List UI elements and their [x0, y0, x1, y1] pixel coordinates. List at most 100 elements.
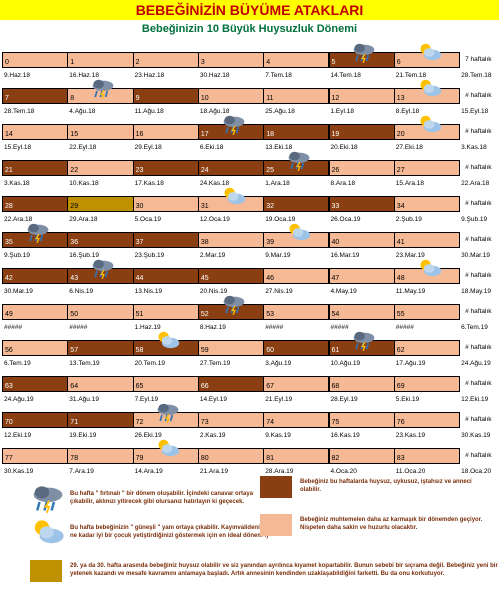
date-label: 7.Eyl.19 — [134, 396, 159, 403]
week-cell: 68 — [328, 376, 395, 392]
week-cell: 14 — [2, 124, 69, 140]
week-cell: 74 — [263, 412, 330, 428]
date-label: 30.Mar.19 — [4, 288, 33, 295]
date-label: 18.May.19 — [461, 288, 491, 295]
date-label: 1.Eyl.18 — [330, 108, 355, 115]
week-cell: 0 — [2, 52, 69, 68]
side-label: # haftalık — [465, 272, 492, 279]
week-cell: 71 — [67, 412, 134, 428]
date-label: 18.Ağu.18 — [199, 108, 230, 115]
week-cell: 57 — [67, 340, 134, 356]
date-label: 27.Nis.19 — [265, 288, 293, 295]
date-label: 12.Eki.19 — [4, 432, 32, 439]
date-label: 16.Şub.19 — [69, 252, 99, 259]
week-cell: 49 — [2, 304, 69, 320]
date-label: 15.Eyl.18 — [4, 144, 32, 151]
week-cell: 29 — [67, 196, 134, 212]
date-label: 20.Tem.19 — [134, 360, 165, 367]
side-label: 7 haftalık — [465, 56, 492, 63]
side-label: # haftalık — [465, 236, 492, 243]
week-cell: 64 — [67, 376, 134, 392]
date-label: 6.Eki.18 — [199, 144, 224, 151]
week-cell: 27 — [393, 160, 461, 176]
sun-icon — [420, 79, 441, 97]
storm-icon — [33, 486, 63, 513]
date-label: 20.Nis.19 — [199, 288, 228, 295]
week-cell: 76 — [393, 412, 461, 428]
date-label: 28.Eyl.19 — [330, 396, 358, 403]
week-cell: 82 — [328, 448, 395, 464]
date-label: 6.Tem.19 — [461, 324, 488, 331]
date-label: 5.Oca.19 — [134, 216, 161, 223]
week-cell: 2 — [132, 52, 199, 68]
date-label: 24.Ağu.19 — [461, 360, 491, 367]
legend-text: Bebeğiniz bu haftalarda huysuz, uykusuz,… — [300, 479, 472, 493]
date-label: 13.Tem.19 — [69, 360, 100, 367]
side-label: # haftalık — [465, 344, 492, 351]
date-label: 24.Ağu.19 — [4, 396, 34, 403]
date-label: 3.Kas.18 — [4, 180, 30, 187]
date-label: 5.Eki.19 — [395, 396, 420, 403]
week-cell: 30 — [132, 196, 199, 212]
legend-text: Bu hafta " fırtınalı " bir dönem oluşabi… — [70, 491, 254, 505]
side-label: # haftalık — [465, 200, 492, 207]
week-cell: 7 — [2, 88, 69, 104]
date-label: 8.Eyl.18 — [395, 108, 420, 115]
week-cell: 12 — [328, 88, 395, 104]
date-label: 7.Tem.18 — [265, 72, 292, 79]
date-label: 29.Eyl.18 — [134, 144, 162, 151]
storm-icon — [223, 115, 245, 135]
date-label: 9.Şub.19 — [4, 252, 31, 259]
date-label: 27.Tem.19 — [199, 360, 231, 367]
date-label: 23.Şub.19 — [134, 252, 165, 259]
date-label: 28.Ara.19 — [265, 468, 294, 475]
date-label: 11.May.19 — [395, 288, 426, 295]
week-cell: 45 — [197, 268, 265, 284]
date-label: 15.Ara.18 — [395, 180, 424, 187]
legend-text: Bu hafta bebeğinizin " güneşli " yanı or… — [70, 525, 269, 539]
date-label: 14.Eyl.19 — [199, 396, 227, 403]
storm-icon — [92, 259, 114, 279]
date-label: 3.Kas.18 — [461, 144, 487, 151]
week-cell: 36 — [67, 232, 134, 248]
week-cell: 9 — [132, 88, 199, 104]
date-label: ##### — [265, 324, 284, 331]
date-label: 22.Eyl.18 — [69, 144, 97, 151]
date-label: 1.Ara.18 — [265, 180, 290, 187]
week-cell: 75 — [328, 412, 395, 428]
date-label: 17.Ağu.19 — [395, 360, 426, 367]
side-label: # haftalık — [465, 452, 492, 459]
week-cell: 67 — [263, 376, 330, 392]
week-cell: 26 — [328, 160, 395, 176]
date-label: 26.Eki.19 — [134, 432, 162, 439]
date-label: 16.Haz.18 — [69, 72, 99, 79]
side-label: # haftalık — [465, 128, 492, 135]
date-label: 2.Mar.19 — [199, 252, 226, 259]
legend-text: 29. ya da 30. hafta arasında bebeğiniz h… — [70, 563, 498, 577]
week-cell: 46 — [263, 268, 330, 284]
date-label: 8.Ara.18 — [330, 180, 356, 187]
week-cell: 69 — [393, 376, 461, 392]
date-label: 27.Eki.18 — [395, 144, 423, 151]
side-label: # haftalık — [465, 164, 492, 171]
date-label: 4.Oca.20 — [330, 468, 357, 475]
date-label: 4.Ağu.18 — [69, 108, 96, 115]
legend-swatch — [260, 476, 292, 498]
date-label: 21.Tem.18 — [395, 72, 427, 79]
date-label: 10.Ağu.19 — [330, 360, 361, 367]
storm-icon — [158, 403, 179, 423]
week-cell: 56 — [2, 340, 69, 356]
week-cell: 81 — [263, 448, 330, 464]
date-label: 6.Nis.19 — [69, 288, 94, 295]
week-cell: 62 — [393, 340, 461, 356]
date-label: 2.Kas.19 — [199, 432, 226, 439]
week-cell: 55 — [393, 304, 461, 320]
sun-icon — [34, 520, 64, 544]
date-label: 9.Mar.19 — [265, 252, 291, 259]
sun-icon — [158, 439, 180, 457]
date-label: 6.Tem.19 — [4, 360, 31, 367]
date-label: ##### — [4, 324, 23, 331]
date-label: ##### — [330, 324, 349, 331]
date-label: 11.Ağu.18 — [134, 108, 164, 115]
